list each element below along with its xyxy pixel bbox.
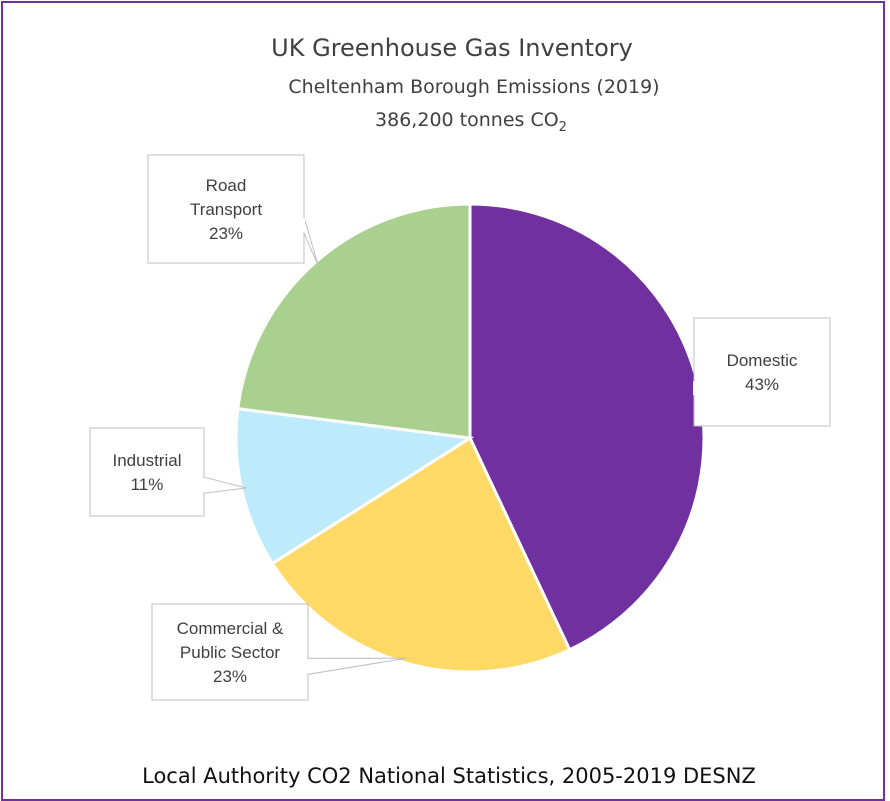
slice-category-label: Road [206, 176, 247, 195]
chart-subtitle: Cheltenham Borough Emissions (2019) [288, 76, 659, 98]
total-prefix: 386,200 tonnes CO [375, 109, 559, 131]
slice-category-label: Domestic [727, 351, 798, 370]
total-subscript: 2 [559, 120, 567, 135]
slice-percent-label: 23% [209, 224, 243, 243]
callout-box [90, 428, 204, 516]
slice-category-label: Public Sector [180, 643, 280, 662]
callout-pointer [304, 217, 318, 266]
callout-pointer [308, 658, 406, 674]
chart-title: UK Greenhouse Gas Inventory [271, 34, 633, 62]
slice-category-label: Transport [190, 200, 262, 219]
slice-category-label: Commercial & [177, 619, 284, 638]
chart-total: 386,200 tonnes CO2 [375, 109, 567, 135]
slice-percent-label: 23% [213, 667, 247, 686]
slice-percent-label: 43% [745, 375, 779, 394]
slice-category-label: Industrial [113, 451, 182, 470]
source-note: Local Authority CO2 National Statistics,… [142, 764, 756, 788]
slice-percent-label: 11% [131, 475, 164, 494]
callout-box [694, 318, 830, 426]
pie-slices [236, 204, 704, 672]
